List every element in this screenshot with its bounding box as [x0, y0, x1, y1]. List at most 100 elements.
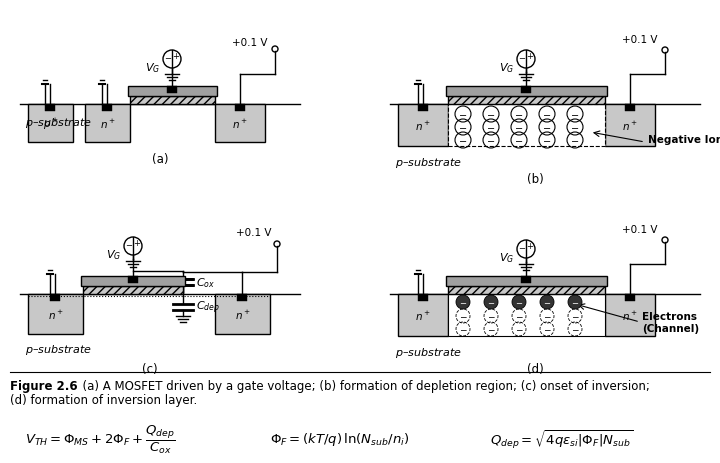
Circle shape: [568, 295, 582, 309]
FancyBboxPatch shape: [128, 87, 217, 97]
Text: $V_{TH} = \Phi_{MS} + 2\Phi_F + \dfrac{Q_{dep}}{C_{ox}}$: $V_{TH} = \Phi_{MS} + 2\Phi_F + \dfrac{Q…: [25, 423, 176, 455]
FancyBboxPatch shape: [128, 276, 138, 283]
Text: (a) A MOSFET driven by a gate voltage; (b) formation of depletion region; (c) on: (a) A MOSFET driven by a gate voltage; (…: [75, 379, 650, 392]
Text: $-$: $-$: [518, 52, 526, 62]
Text: $-$: $-$: [514, 135, 523, 144]
Text: $-$: $-$: [543, 297, 551, 306]
FancyBboxPatch shape: [102, 105, 112, 112]
Text: $-$: $-$: [542, 109, 552, 119]
FancyBboxPatch shape: [50, 294, 60, 301]
FancyBboxPatch shape: [167, 87, 177, 94]
Text: $-$: $-$: [515, 311, 523, 320]
Text: $p$–substrate: $p$–substrate: [395, 345, 462, 359]
FancyBboxPatch shape: [446, 276, 607, 287]
FancyBboxPatch shape: [446, 87, 607, 97]
Text: $-$: $-$: [515, 297, 523, 306]
Text: $-$: $-$: [514, 109, 523, 119]
FancyBboxPatch shape: [237, 294, 247, 301]
FancyBboxPatch shape: [398, 294, 448, 336]
Text: $-$: $-$: [487, 109, 495, 119]
Text: $p$–substrate: $p$–substrate: [395, 156, 462, 169]
Text: $n^+$: $n^+$: [48, 308, 63, 321]
Text: +0.1 V: +0.1 V: [622, 35, 658, 45]
Text: $-$: $-$: [570, 135, 580, 144]
Text: +0.1 V: +0.1 V: [236, 227, 271, 238]
FancyBboxPatch shape: [81, 276, 185, 287]
Text: (d): (d): [526, 363, 544, 375]
Text: (a): (a): [152, 153, 168, 166]
FancyBboxPatch shape: [28, 105, 73, 143]
Text: $-$: $-$: [459, 135, 467, 144]
Text: $-$: $-$: [542, 135, 552, 144]
Text: $V_G$: $V_G$: [499, 61, 514, 75]
Text: $n^+$: $n^+$: [415, 309, 431, 322]
FancyBboxPatch shape: [605, 105, 655, 147]
Text: $+$: $+$: [133, 238, 141, 247]
Text: $-$: $-$: [571, 297, 579, 306]
FancyBboxPatch shape: [28, 294, 83, 334]
Text: $+$: $+$: [172, 51, 180, 61]
Text: $-$: $-$: [487, 122, 495, 131]
Text: $Q_{dep} = \sqrt{4q\epsilon_{si}|\Phi_F|N_{sub}}$: $Q_{dep} = \sqrt{4q\epsilon_{si}|\Phi_F|…: [490, 428, 633, 450]
Text: $-$: $-$: [514, 122, 523, 131]
Text: $-$: $-$: [459, 109, 467, 119]
FancyBboxPatch shape: [83, 287, 183, 294]
Text: $+$: $+$: [526, 240, 534, 250]
FancyBboxPatch shape: [448, 287, 605, 294]
Text: $-$: $-$: [459, 122, 467, 131]
Circle shape: [484, 295, 498, 309]
Text: $C_{ox}$: $C_{ox}$: [196, 275, 215, 289]
Text: +0.1 V: +0.1 V: [233, 38, 268, 48]
Text: $V_G$: $V_G$: [145, 61, 160, 75]
FancyBboxPatch shape: [448, 97, 605, 105]
FancyBboxPatch shape: [235, 105, 245, 112]
FancyBboxPatch shape: [625, 105, 635, 112]
FancyBboxPatch shape: [605, 294, 655, 336]
Text: Electrons: Electrons: [642, 311, 697, 321]
Text: $n^+$: $n^+$: [622, 309, 638, 322]
Text: $-$: $-$: [570, 122, 580, 131]
Text: $n^+$: $n^+$: [235, 308, 251, 321]
Text: $n^+$: $n^+$: [99, 117, 115, 130]
FancyBboxPatch shape: [448, 294, 605, 336]
FancyBboxPatch shape: [215, 294, 270, 334]
Text: +0.1 V: +0.1 V: [622, 225, 658, 234]
Text: $n^+$: $n^+$: [622, 119, 638, 132]
Text: (d) formation of inversion layer.: (d) formation of inversion layer.: [10, 393, 197, 406]
Text: $p$–substrate: $p$–substrate: [25, 116, 92, 130]
Text: Figure 2.6: Figure 2.6: [10, 379, 78, 392]
Circle shape: [540, 295, 554, 309]
Text: $n^+$: $n^+$: [232, 117, 248, 130]
Circle shape: [512, 295, 526, 309]
Text: $p^+$: $p^+$: [42, 116, 58, 131]
Text: $\Phi_F = (kT/q)\,\ln(N_{sub}/n_i)$: $\Phi_F = (kT/q)\,\ln(N_{sub}/n_i)$: [270, 431, 410, 448]
Circle shape: [456, 295, 470, 309]
Text: $C_{dep}$: $C_{dep}$: [196, 299, 220, 315]
Text: $-$: $-$: [487, 324, 495, 333]
Text: $+$: $+$: [526, 51, 534, 61]
Text: $-$: $-$: [570, 109, 580, 119]
Text: $-$: $-$: [487, 135, 495, 144]
Text: (b): (b): [526, 173, 544, 186]
FancyBboxPatch shape: [130, 97, 215, 105]
Text: $-$: $-$: [459, 311, 467, 320]
Text: $-$: $-$: [571, 324, 580, 333]
Text: $-$: $-$: [487, 311, 495, 320]
FancyBboxPatch shape: [521, 87, 531, 94]
FancyBboxPatch shape: [418, 294, 428, 301]
Text: $-$: $-$: [543, 311, 552, 320]
Text: Negative Ions: Negative Ions: [648, 135, 720, 144]
FancyBboxPatch shape: [625, 294, 635, 301]
Text: $-$: $-$: [459, 324, 467, 333]
Text: $-$: $-$: [518, 242, 526, 251]
FancyBboxPatch shape: [448, 105, 605, 147]
Text: $-$: $-$: [515, 324, 523, 333]
Text: (Channel): (Channel): [642, 323, 699, 333]
Text: (c): (c): [142, 363, 158, 375]
Text: $V_G$: $V_G$: [499, 250, 514, 264]
Text: $-$: $-$: [542, 122, 552, 131]
Text: $-$: $-$: [125, 239, 133, 248]
Text: $-$: $-$: [543, 324, 552, 333]
Text: $n^+$: $n^+$: [415, 119, 431, 132]
FancyBboxPatch shape: [398, 105, 448, 147]
